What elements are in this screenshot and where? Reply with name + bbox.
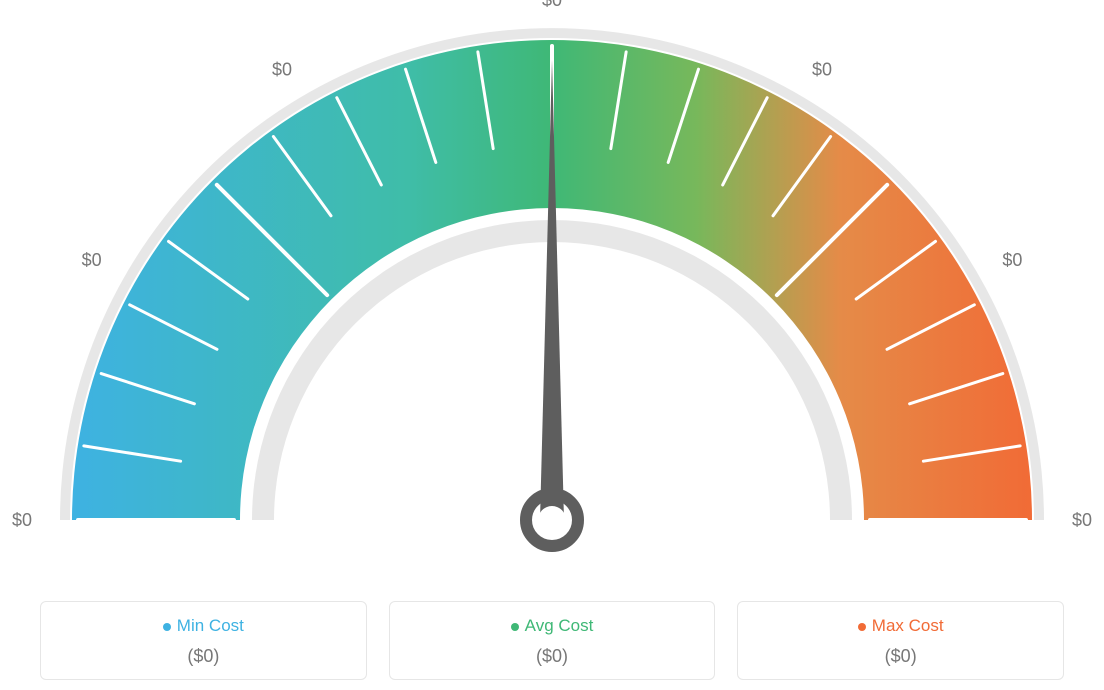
legend-avg-label: Avg Cost — [525, 616, 594, 635]
legend-min-title: Min Cost — [51, 616, 356, 636]
legend-max-value: ($0) — [748, 646, 1053, 667]
legend-card-max: Max Cost ($0) — [737, 601, 1064, 680]
legend-min-label: Min Cost — [177, 616, 244, 635]
svg-text:$0: $0 — [812, 60, 832, 80]
legend-max-label: Max Cost — [872, 616, 944, 635]
legend-card-avg: Avg Cost ($0) — [389, 601, 716, 680]
legend-min-value: ($0) — [51, 646, 356, 667]
legend-min-dot — [163, 623, 171, 631]
gauge-chart: $0 $0 $0 $0 $0 $0 $0 — [0, 0, 1104, 560]
legend-avg-title: Avg Cost — [400, 616, 705, 636]
legend-row: Min Cost ($0) Avg Cost ($0) Max Cost ($0… — [40, 601, 1064, 680]
svg-text:$0: $0 — [542, 0, 562, 10]
svg-text:$0: $0 — [1002, 250, 1022, 270]
legend-avg-value: ($0) — [400, 646, 705, 667]
legend-avg-dot — [511, 623, 519, 631]
svg-text:$0: $0 — [82, 250, 102, 270]
legend-max-dot — [858, 623, 866, 631]
cost-gauge-widget: $0 $0 $0 $0 $0 $0 $0 Min Cost ($0) Avg Cost ($… — [0, 0, 1104, 690]
svg-text:$0: $0 — [272, 60, 292, 80]
legend-card-min: Min Cost ($0) — [40, 601, 367, 680]
svg-text:$0: $0 — [12, 510, 32, 530]
svg-text:$0: $0 — [1072, 510, 1092, 530]
legend-max-title: Max Cost — [748, 616, 1053, 636]
gauge-area: $0 $0 $0 $0 $0 $0 $0 — [0, 0, 1104, 560]
